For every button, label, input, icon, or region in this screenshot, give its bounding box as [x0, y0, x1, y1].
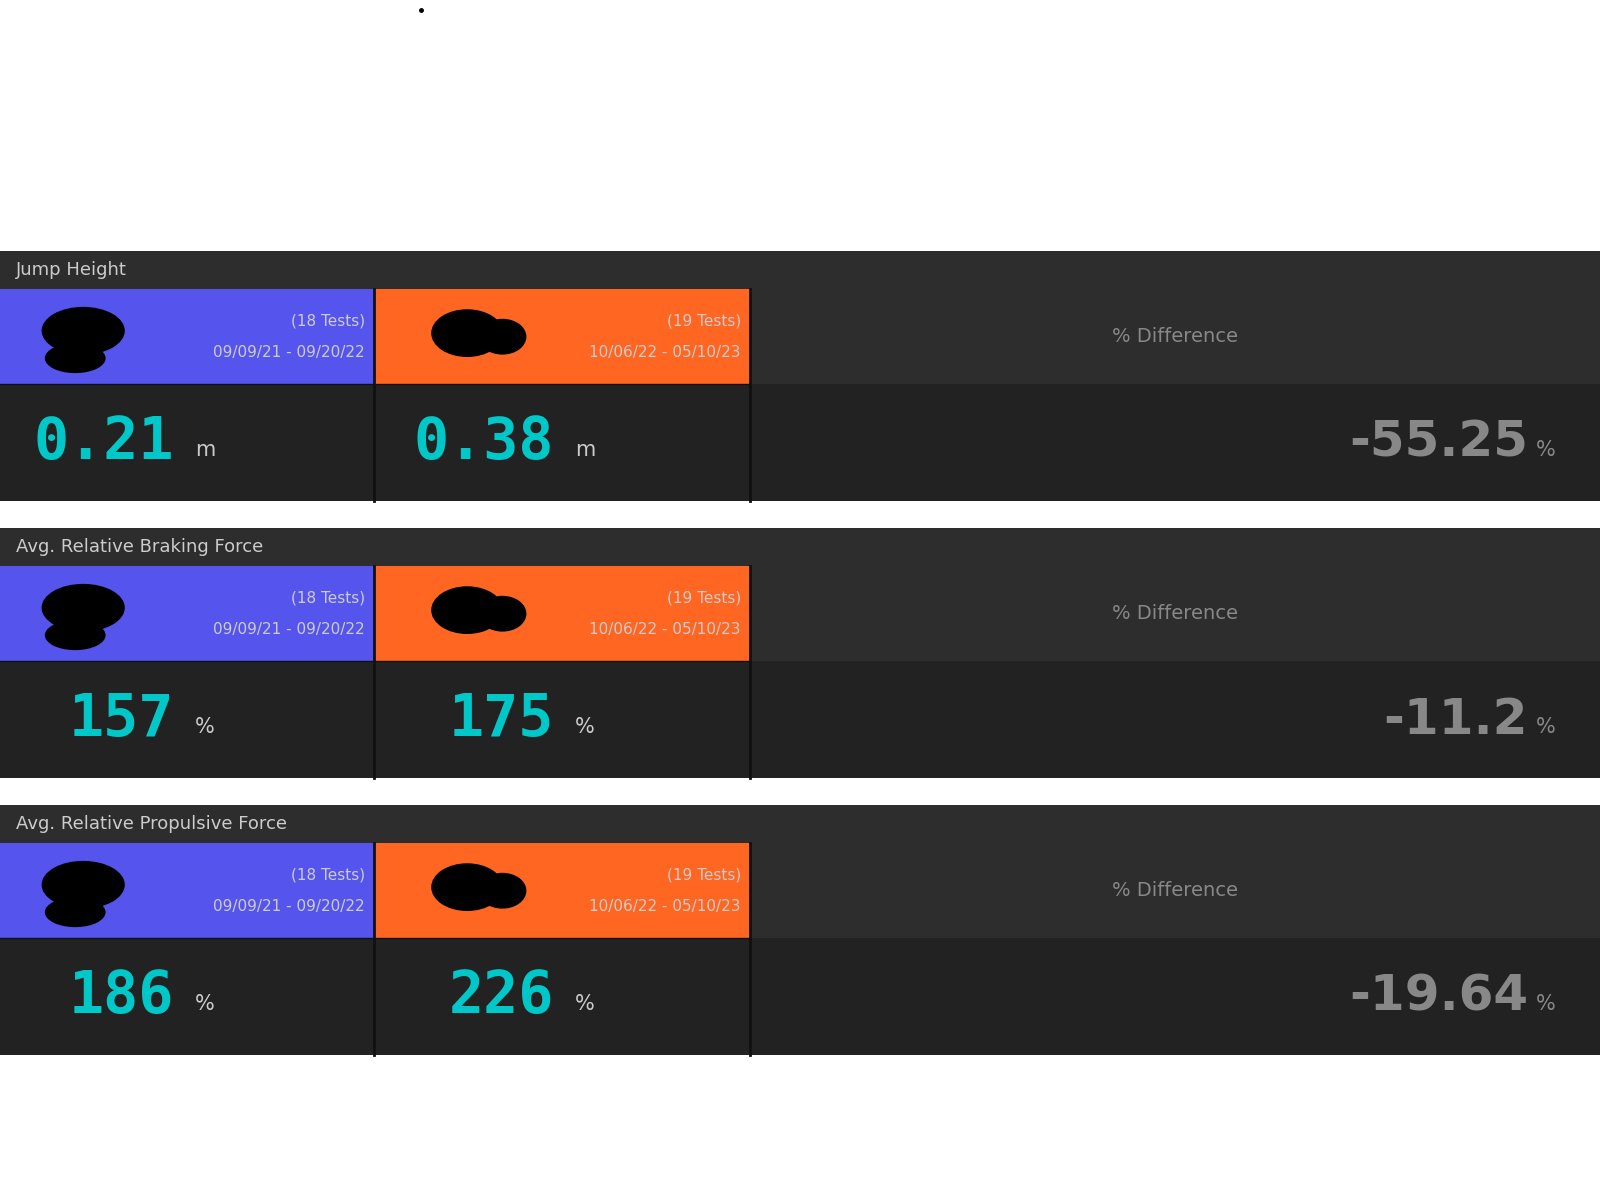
Text: (19 Tests): (19 Tests) — [667, 314, 741, 328]
Text: 09/09/21 - 09/20/22: 09/09/21 - 09/20/22 — [213, 899, 365, 913]
Text: 175: 175 — [450, 691, 554, 749]
Bar — [750, 843, 1600, 938]
Ellipse shape — [45, 621, 106, 650]
Text: m: m — [576, 441, 595, 460]
Bar — [750, 384, 1600, 501]
Bar — [0, 938, 374, 1055]
Text: % Difference: % Difference — [1112, 604, 1238, 623]
Bar — [374, 843, 750, 938]
Bar — [0, 566, 374, 661]
Text: (18 Tests): (18 Tests) — [291, 868, 365, 882]
Text: Avg. Relative Propulsive Force: Avg. Relative Propulsive Force — [16, 814, 286, 833]
Text: %: % — [576, 718, 595, 737]
Text: Jump Height: Jump Height — [16, 260, 126, 279]
Text: 10/06/22 - 05/10/23: 10/06/22 - 05/10/23 — [589, 899, 741, 913]
Ellipse shape — [432, 586, 504, 634]
Ellipse shape — [42, 307, 125, 355]
Ellipse shape — [478, 873, 526, 909]
Bar — [0, 289, 374, 384]
Text: (19 Tests): (19 Tests) — [667, 591, 741, 605]
Text: -55.25: -55.25 — [1349, 419, 1528, 467]
Text: 226: 226 — [450, 968, 554, 1026]
Bar — [750, 289, 1600, 384]
Bar — [374, 661, 750, 778]
Text: 10/06/22 - 05/10/23: 10/06/22 - 05/10/23 — [589, 622, 741, 636]
Text: 10/06/22 - 05/10/23: 10/06/22 - 05/10/23 — [589, 345, 741, 359]
Text: Avg. Relative Braking Force: Avg. Relative Braking Force — [16, 537, 264, 556]
Text: -19.64: -19.64 — [1349, 973, 1528, 1021]
Text: %: % — [195, 718, 214, 737]
Ellipse shape — [42, 584, 125, 632]
Bar — [0, 384, 374, 501]
Text: m: m — [195, 441, 216, 460]
Text: % Difference: % Difference — [1112, 327, 1238, 346]
Ellipse shape — [42, 861, 125, 909]
Text: %: % — [195, 995, 214, 1014]
Bar — [0, 528, 1600, 566]
Text: 0.21: 0.21 — [34, 414, 174, 472]
Text: -11.2: -11.2 — [1384, 696, 1528, 744]
Ellipse shape — [45, 898, 106, 927]
Text: (18 Tests): (18 Tests) — [291, 591, 365, 605]
Text: (19 Tests): (19 Tests) — [667, 868, 741, 882]
Text: 09/09/21 - 09/20/22: 09/09/21 - 09/20/22 — [213, 345, 365, 359]
Bar — [750, 938, 1600, 1055]
Bar — [374, 289, 750, 384]
Ellipse shape — [45, 344, 106, 373]
Text: %: % — [1536, 441, 1555, 460]
Bar — [374, 566, 750, 661]
Bar — [374, 938, 750, 1055]
Text: 157: 157 — [69, 691, 174, 749]
Bar — [0, 251, 1600, 289]
Bar — [374, 384, 750, 501]
Text: 09/09/21 - 09/20/22: 09/09/21 - 09/20/22 — [213, 622, 365, 636]
Bar — [0, 805, 1600, 843]
Ellipse shape — [432, 309, 504, 357]
Bar — [0, 661, 374, 778]
Text: %: % — [576, 995, 595, 1014]
Bar — [750, 661, 1600, 778]
Text: 186: 186 — [69, 968, 174, 1026]
Ellipse shape — [432, 863, 504, 911]
Ellipse shape — [478, 319, 526, 355]
Bar — [750, 566, 1600, 661]
Text: %: % — [1536, 718, 1555, 737]
Ellipse shape — [478, 596, 526, 632]
Text: %: % — [1536, 995, 1555, 1014]
Text: (18 Tests): (18 Tests) — [291, 314, 365, 328]
Text: 0.38: 0.38 — [414, 414, 554, 472]
Bar — [0, 843, 374, 938]
Text: % Difference: % Difference — [1112, 881, 1238, 900]
